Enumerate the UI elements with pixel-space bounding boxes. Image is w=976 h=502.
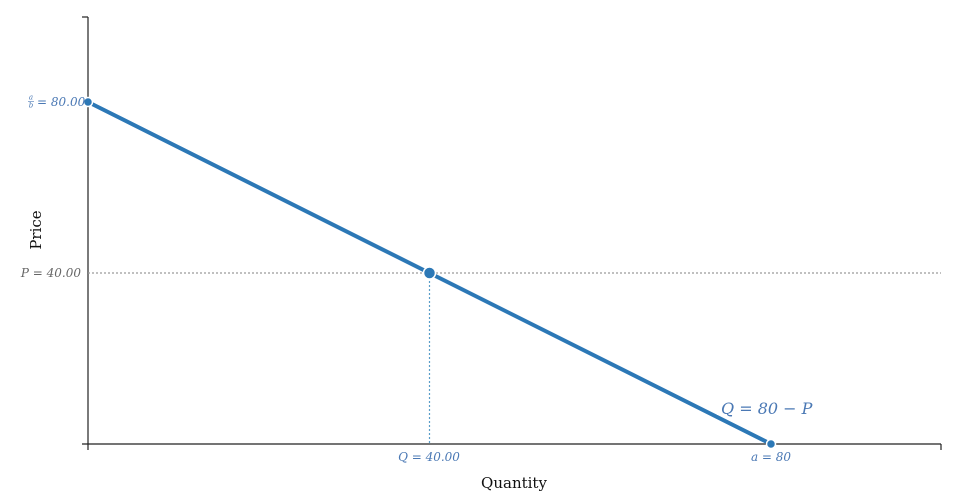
x-axis-title: Quantity — [481, 474, 547, 492]
x-tick-a: a = 80 — [751, 450, 791, 464]
quantity-intercept-point — [765, 438, 777, 450]
y-axis-title: Price — [27, 210, 45, 249]
x-tick-equilibrium-quantity: Q = 40.00 — [398, 450, 460, 464]
curve-label-background — [717, 399, 720, 415]
fraction-numerator: a — [29, 94, 33, 102]
y-tick-intercept: a b = 80.00 — [28, 94, 86, 110]
fraction-denominator: b — [29, 102, 34, 110]
curve-label: Q = 80 − P — [721, 399, 813, 418]
y-tick-intercept-value: = 80.00 — [37, 95, 86, 109]
equilibrium-point — [422, 266, 437, 280]
price-intercept-point — [82, 96, 94, 108]
y-tick-equilibrium-price: P = 40.00 — [20, 266, 81, 280]
